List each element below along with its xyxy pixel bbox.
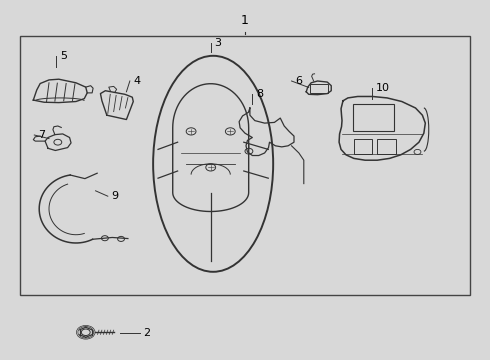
Bar: [377, 139, 396, 154]
Bar: [310, 84, 328, 93]
Text: 8: 8: [256, 89, 264, 99]
Text: 3: 3: [215, 38, 221, 48]
Bar: [20, 36, 470, 295]
Text: 10: 10: [376, 83, 391, 93]
Text: 4: 4: [134, 76, 141, 86]
Ellipse shape: [153, 56, 273, 272]
Polygon shape: [172, 84, 248, 211]
Bar: [354, 139, 372, 154]
Bar: [353, 104, 394, 131]
Text: 2: 2: [144, 328, 151, 338]
Text: 6: 6: [295, 76, 302, 86]
Text: 5: 5: [60, 51, 67, 61]
Text: 1: 1: [241, 14, 249, 27]
Text: 9: 9: [112, 191, 119, 201]
Text: 7: 7: [38, 130, 46, 140]
